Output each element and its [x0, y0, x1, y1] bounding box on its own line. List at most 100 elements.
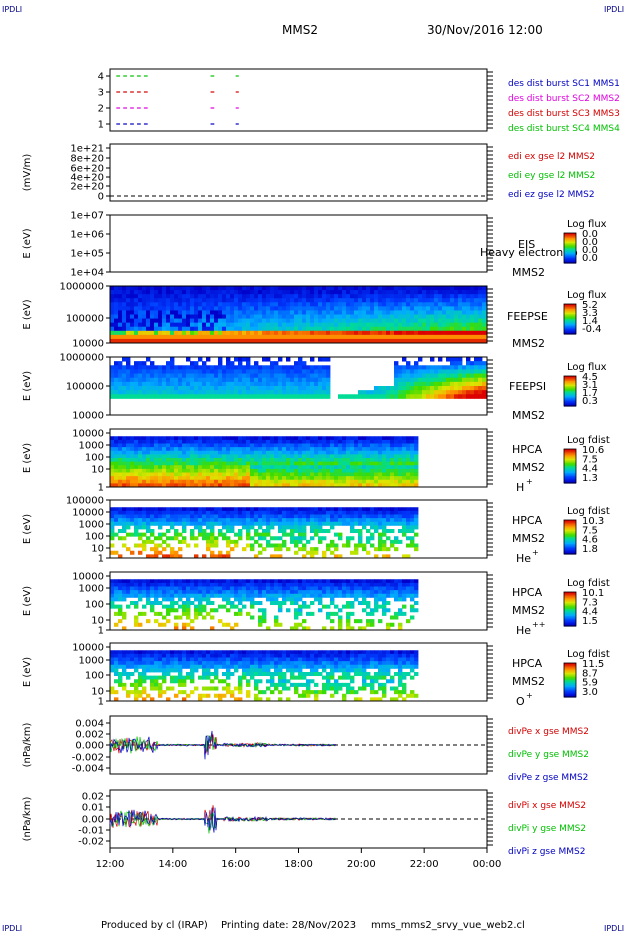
heatmap-cell [246, 529, 251, 534]
heatmap-cell [390, 386, 395, 391]
heatmap-cell [286, 443, 291, 448]
heatmap-cell [262, 536, 267, 541]
heatmap-cell [110, 529, 115, 534]
heatmap-cell [450, 373, 455, 379]
heatmap-cell [318, 579, 323, 584]
heatmap-cell [354, 518, 359, 523]
heatmap-cell [250, 394, 255, 399]
heatmap-cell [390, 306, 395, 311]
heatmap-cell [198, 525, 203, 530]
heatmap-cell [142, 593, 147, 598]
heatmap-cell [186, 310, 191, 315]
heatmap-cell [306, 318, 311, 324]
heatmap-cell [306, 373, 311, 379]
colorbar-tick-label: 7.5 [582, 454, 598, 465]
heatmap-cell [238, 476, 243, 481]
heatmap-cell [402, 483, 407, 488]
heatmap-cell [346, 443, 351, 448]
heatmap-cell [430, 298, 435, 303]
heatmap-cell [202, 369, 207, 374]
heatmap-cell [166, 468, 171, 473]
heatmap-cell [182, 458, 187, 463]
heatmap-cell [374, 436, 379, 441]
heatmap-cell [198, 357, 203, 362]
heatmap-cell [162, 326, 167, 332]
heatmap-cell [298, 604, 303, 609]
heatmap-cell [278, 454, 283, 459]
heatmap-cell [194, 514, 199, 519]
heatmap-cell [422, 310, 427, 315]
heatmap-cell [406, 365, 411, 370]
heatmap-cell [370, 483, 375, 488]
colorbar-cell [564, 620, 576, 623]
heatmap-cell [302, 381, 307, 387]
heatmap-cell [386, 390, 391, 395]
heatmap-cell [138, 310, 143, 315]
heatmap-cell [362, 290, 367, 295]
heatmap-cell [238, 306, 243, 311]
heatmap-cell [110, 310, 115, 315]
heatmap-cell [302, 601, 307, 606]
heatmap-cell [322, 458, 327, 463]
heatmap-cell [118, 306, 123, 311]
y-tick-label: 6e+20 [70, 164, 104, 175]
heatmap-cell [142, 314, 147, 319]
heatmap-cell [374, 521, 379, 526]
colorbar-title: Log fdist [567, 435, 610, 446]
heatmap-cell [134, 386, 139, 391]
heatmap-cell [318, 436, 323, 441]
heatmap-cell [282, 369, 287, 374]
heatmap-cell [266, 468, 271, 473]
heatmap-cell [214, 450, 219, 455]
heatmap-cell [242, 483, 247, 488]
heatmap-cell [226, 286, 231, 291]
heatmap-cell [170, 436, 175, 441]
heatmap-cell [218, 302, 223, 307]
heatmap-cell [286, 483, 291, 488]
heatmap-cell [130, 302, 135, 307]
heatmap-cell [222, 532, 227, 537]
heatmap-cell [230, 394, 235, 399]
heatmap-cell [322, 386, 327, 391]
heatmap-cell [302, 483, 307, 488]
heatmap-cell [166, 436, 171, 441]
heatmap-cell [338, 394, 343, 399]
heatmap-cell [262, 298, 267, 303]
heatmap-cell [274, 286, 279, 291]
heatmap-cell [470, 326, 475, 332]
heatmap-cell [398, 302, 403, 307]
heatmap-cell [346, 510, 351, 515]
spacecraft-label: MMS2 [512, 604, 545, 617]
heatmap-cell [258, 290, 263, 295]
colorbar-cell [564, 478, 576, 481]
heatmap-cell [110, 390, 115, 395]
heatmap-cell [262, 611, 267, 616]
heatmap-cell [430, 286, 435, 291]
heatmap-cell [266, 357, 271, 362]
heatmap-cell [386, 483, 391, 488]
heatmap-cell [406, 322, 411, 328]
heatmap-cell [202, 510, 207, 515]
heatmap-cell [118, 443, 123, 448]
heatmap-cell [418, 286, 423, 291]
heatmap-cell [122, 611, 127, 616]
heatmap-cell [326, 373, 331, 379]
heatmap-cell [306, 286, 311, 291]
heatmap-cell [334, 483, 339, 488]
heatmap-cell [474, 314, 479, 319]
heatmap-cell [374, 514, 379, 519]
heatmap-cell [406, 450, 411, 455]
heatmap-cell [118, 361, 123, 366]
heatmap-cell [378, 514, 383, 519]
heatmap-cell [354, 465, 359, 470]
heatmap-cell [282, 507, 287, 512]
heatmap-cell [262, 338, 267, 344]
heatmap-cell [310, 314, 315, 319]
heatmap-cell [386, 298, 391, 303]
heatmap-cell [298, 579, 303, 584]
heatmap-cell [170, 601, 175, 606]
heatmap-cell [338, 608, 343, 613]
heatmap-cell [202, 615, 207, 620]
heatmap-cell [126, 290, 131, 295]
heatmap-cell [394, 611, 399, 616]
